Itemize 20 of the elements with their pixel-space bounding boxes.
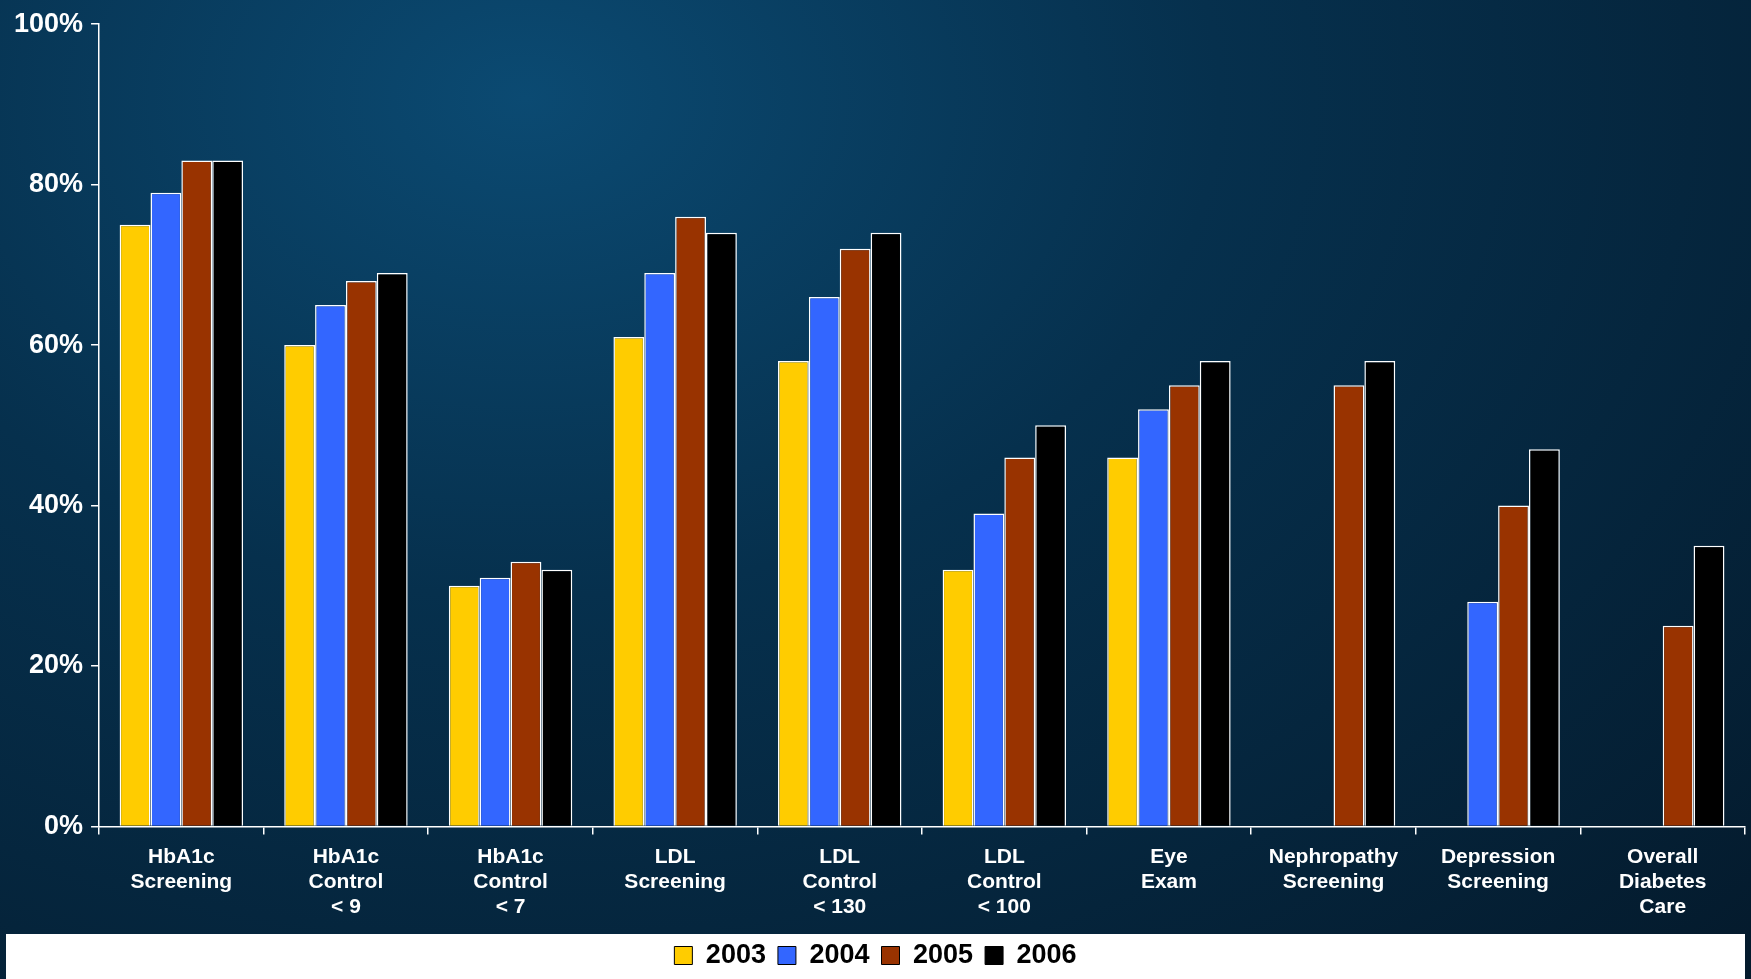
x-tick-label: Nephropathy Screening (1268, 843, 1399, 892)
x-tick-label: Eye Exam (1140, 843, 1197, 892)
y-tick-label: 40% (29, 488, 84, 519)
y-tick-label: 100% (13, 7, 84, 38)
y-tick-label: 80% (29, 168, 84, 199)
legend-label: 2006 (1016, 938, 1077, 969)
y-tick-label: 20% (29, 649, 84, 680)
legend-label: 2003 (705, 938, 766, 969)
x-tick-label: HbA1c Control < 9 (308, 843, 384, 918)
x-tick-label: HbA1c Control < 7 (473, 843, 548, 918)
y-tick-label: 60% (29, 328, 84, 359)
y-tick-label: 0% (44, 809, 84, 840)
x-tick-label: LDL Control < 100 (967, 843, 1042, 918)
legend-label: 2004 (809, 938, 870, 969)
legend-label: 2005 (913, 938, 974, 969)
x-tick-label: Overall Diabetes Care (1618, 843, 1707, 918)
x-tick-label: LDL Control < 130 (802, 843, 878, 918)
x-tick-label: LDL Screening (624, 843, 726, 892)
x-tick-label: HbA1c Screening (130, 843, 233, 892)
x-tick-label: Depression Screening (1440, 843, 1556, 892)
